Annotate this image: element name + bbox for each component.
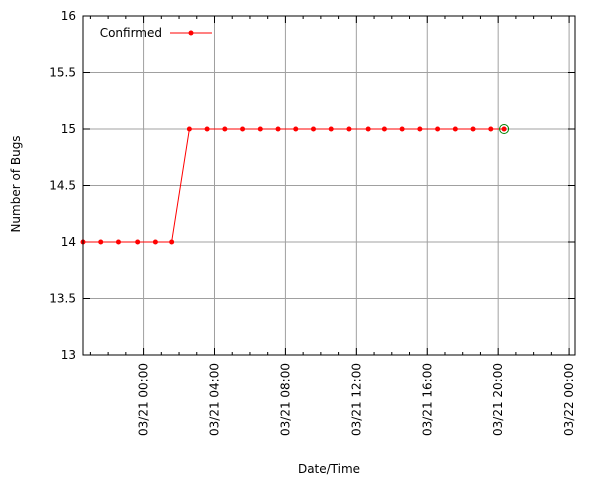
plot-frame (82, 15, 576, 356)
data-point (310, 126, 316, 132)
data-point (257, 126, 263, 132)
x-tick-label: 03/21 16:00 (420, 363, 434, 436)
x-tick-label: 03/21 20:00 (491, 363, 505, 436)
data-point (152, 239, 158, 245)
data-point (435, 126, 441, 132)
legend: Confirmed (100, 26, 212, 40)
y-tick-label: 16 (61, 9, 76, 23)
data-point (186, 126, 192, 132)
data-point (399, 126, 405, 132)
x-tick-label: 03/21 00:00 (137, 363, 151, 436)
data-point (222, 126, 228, 132)
grid-layer (83, 16, 575, 355)
y-tick-label: 14 (61, 235, 76, 249)
x-tick-label: 03/21 04:00 (207, 363, 221, 436)
data-point (275, 126, 281, 132)
data-point (204, 126, 210, 132)
data-point (501, 126, 507, 132)
data-point (488, 126, 494, 132)
legend-marker (188, 30, 194, 36)
x-axis-title: Date/Time (298, 462, 360, 476)
y-axis-title: Number of Bugs (9, 135, 23, 232)
x-tick-label: 03/21 12:00 (349, 363, 363, 436)
data-point (135, 239, 141, 245)
data-point (365, 126, 371, 132)
data-point (169, 239, 175, 245)
data-point (115, 239, 121, 245)
y-tick-label: 13 (61, 348, 76, 362)
data-point (98, 239, 104, 245)
data-point (452, 126, 458, 132)
label-layer: 13 13.5 14 14.5 15 15.5 16 03/21 00:00 03/21 04:… (49, 9, 576, 436)
y-tick-label: 15.5 (49, 66, 76, 80)
data-point (240, 126, 246, 132)
x-tick-label: 03/21 08:00 (278, 363, 292, 436)
series-layer (80, 124, 510, 245)
y-tick-label: 13.5 (49, 292, 76, 306)
data-point (293, 126, 299, 132)
legend-label: Confirmed (100, 26, 162, 40)
data-point (470, 126, 476, 132)
y-tick-label: 14.5 (49, 179, 76, 193)
data-point (417, 126, 423, 132)
data-point (381, 126, 387, 132)
data-point (328, 126, 334, 132)
highlight-ring (499, 124, 510, 134)
y-tick-label: 15 (61, 122, 76, 136)
x-tick-label: 03/22 00:00 (562, 363, 576, 436)
data-point (346, 126, 352, 132)
